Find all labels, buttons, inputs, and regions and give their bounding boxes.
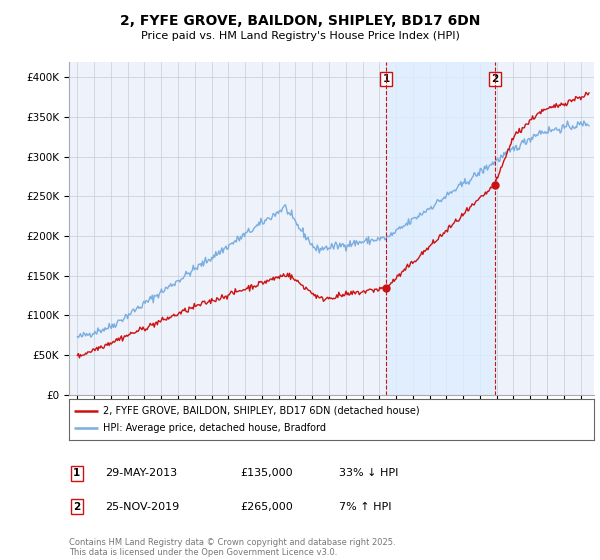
Text: 2, FYFE GROVE, BAILDON, SHIPLEY, BD17 6DN: 2, FYFE GROVE, BAILDON, SHIPLEY, BD17 6D… (120, 14, 480, 28)
Bar (386, 62, 495, 395)
Text: 33% ↓ HPI: 33% ↓ HPI (339, 468, 398, 478)
Text: Contains HM Land Registry data © Crown copyright and database right 2025.
This d: Contains HM Land Registry data © Crown c… (69, 538, 395, 557)
Text: 29-MAY-2013: 29-MAY-2013 (105, 468, 177, 478)
Text: Price paid vs. HM Land Registry's House Price Index (HPI): Price paid vs. HM Land Registry's House … (140, 31, 460, 41)
Text: 2: 2 (73, 502, 80, 512)
Text: 2, FYFE GROVE, BAILDON, SHIPLEY, BD17 6DN (detached house): 2, FYFE GROVE, BAILDON, SHIPLEY, BD17 6D… (103, 405, 420, 416)
Text: £135,000: £135,000 (240, 468, 293, 478)
Text: 7% ↑ HPI: 7% ↑ HPI (339, 502, 391, 512)
Text: HPI: Average price, detached house, Bradford: HPI: Average price, detached house, Brad… (103, 423, 326, 433)
Text: 1: 1 (383, 74, 390, 84)
Text: 2: 2 (491, 74, 499, 84)
Text: 25-NOV-2019: 25-NOV-2019 (105, 502, 179, 512)
Text: £265,000: £265,000 (240, 502, 293, 512)
Text: 1: 1 (73, 468, 80, 478)
